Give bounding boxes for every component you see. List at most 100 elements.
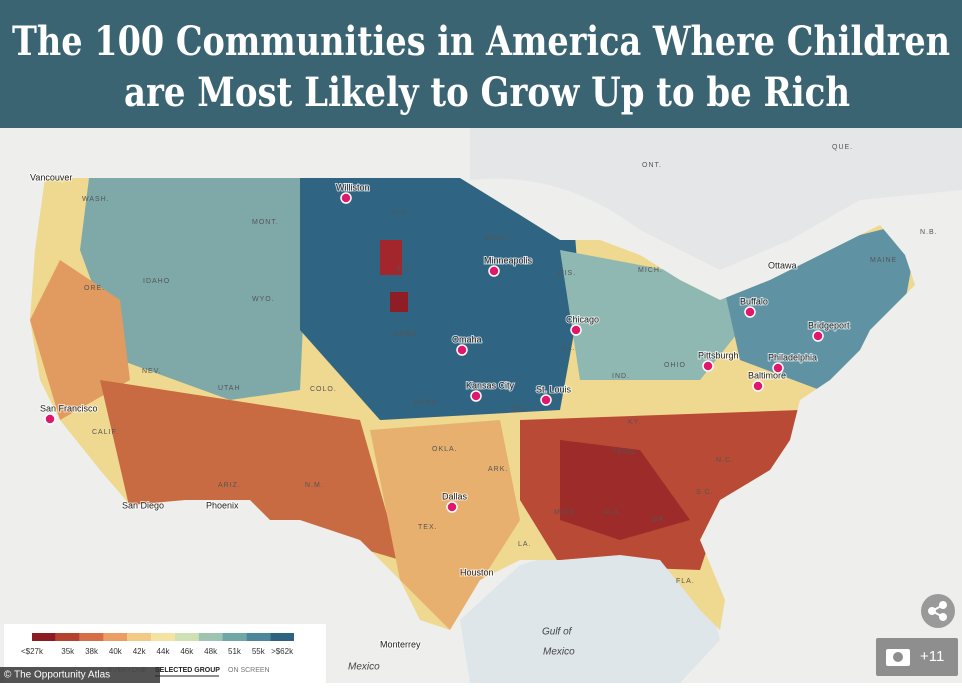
photo-count: +11 [920,648,944,665]
legend-tab[interactable]: ON SCREEN [228,667,270,674]
city-marker [752,380,764,392]
place-label: Mexico [543,647,575,658]
city-label: St. Louis [536,384,572,394]
legend-swatch [103,633,128,641]
gallery-button[interactable] [876,638,958,676]
legend-label: 51k [228,647,242,656]
place-label: ALA. [603,509,622,516]
title-line: are Most Likely to Grow Up to be Rich [124,69,850,116]
place-label: LA. [518,541,532,548]
place-label: ILL. [560,345,576,352]
gulf [460,551,720,683]
city-marker [488,265,500,277]
place-label: S.C. [696,489,714,496]
city-marker [446,501,458,513]
camera-lens [893,652,903,662]
city-label: Minneapolis [484,255,533,265]
place-label: ONT. [642,162,662,169]
title-banner [0,0,962,128]
legend-label: 44k [157,647,171,656]
legend-swatch [55,633,80,641]
city-marker [456,344,468,356]
legend-label: 48k [204,647,218,656]
legend-label: 38k [85,647,99,656]
place-label: NEV. [142,368,162,375]
canada [470,128,962,270]
city-marker [340,192,352,204]
city-label: Ottawa [768,260,797,270]
place-label: MINN. [484,235,509,242]
city-label: Omaha [452,334,482,344]
legend-swatch [198,633,223,641]
city-label: Houston [460,567,494,577]
legend-label: 35k [61,647,75,656]
place-label: IND. [612,373,630,380]
city-label: Phoenix [206,500,239,510]
city-label: Bridgeport [808,320,850,330]
city-label: San Francisco [40,403,98,413]
city-marker [772,362,784,374]
city-label: Vancouver [30,172,72,182]
legend-swatch [246,633,271,641]
city-label: Williston [336,182,370,192]
place-label: Gulf of [542,627,573,638]
place-label: UTAH [218,385,241,392]
city-label: Dallas [442,491,468,501]
place-label: ARIZ. [218,482,241,489]
share-button[interactable] [921,594,955,628]
city-label: San Diego [122,500,164,510]
city-label: Kansas City [466,380,515,390]
legend-label: 46k [180,647,194,656]
place-label: MICH. [638,267,663,274]
place-label: COLO. [310,386,337,393]
legend-tab[interactable]: SELECTED GROUP [155,667,220,674]
place-label: ORE. [84,285,105,292]
legend-swatch [174,633,199,641]
city-label: Monterrey [380,639,421,649]
place-label: ARK. [488,466,508,473]
place-label: NEBR. [394,331,420,338]
place-label: N.C. [716,457,734,464]
place-label: FLA. [676,578,695,585]
legend-label: 42k [133,647,147,656]
place-label: OKLA. [432,446,458,453]
city-label: Pittsburgh [698,350,739,360]
place-label: N.M. [305,482,324,489]
city-marker [570,324,582,336]
place-label: TENN. [612,449,638,456]
place-label: GA. [652,516,667,523]
place-label: S.D. [396,266,414,273]
place-label: WASH. [82,196,110,203]
legend-swatch [79,633,104,641]
credit: © The Opportunity Atlas [4,670,110,681]
place-label: MAINE [870,257,897,264]
city-label: Buffalo [740,296,768,306]
place-label: KANS. [414,399,440,406]
city-marker [540,394,552,406]
legend-label: <$27k [21,647,44,656]
city-marker [470,390,482,402]
place-label: N.B. [920,229,938,236]
legend-swatch [151,633,175,641]
city-marker [44,413,56,425]
place-label: OHIO [664,362,686,369]
city-label: Philadelphia [768,352,817,362]
legend-label: 40k [109,647,123,656]
place-label: MISS. [554,509,578,516]
legend-swatch [270,633,294,641]
place-label: N.D. [392,209,410,216]
place-label: CALIF. [92,429,119,436]
legend-label: >$62k [271,647,294,656]
title-line: The 100 Communities in America Where Chi… [12,18,950,65]
legend-swatch [32,633,56,641]
legend-label: 55k [252,647,266,656]
place-label: KY. [628,419,641,426]
place-label: Mexico [348,662,380,673]
city-marker [744,306,756,318]
place-label: QUE. [832,144,853,151]
place-label: TEX. [418,524,438,531]
place-label: MO. [512,406,528,413]
place-label: IDAHO [143,278,170,285]
city-marker [812,330,824,342]
